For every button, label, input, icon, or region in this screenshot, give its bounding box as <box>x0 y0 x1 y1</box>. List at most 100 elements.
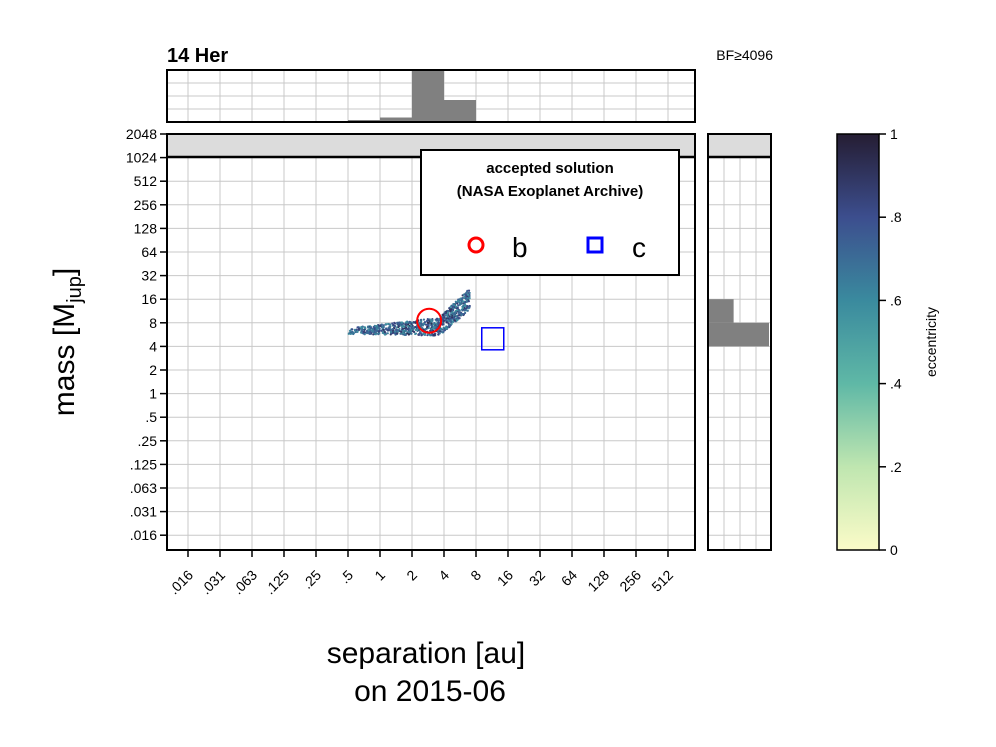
x-tick-label: 16 <box>494 567 516 589</box>
posterior-point <box>456 302 459 305</box>
posterior-point <box>421 324 424 327</box>
y-tick-label: .25 <box>138 433 158 449</box>
colorbar-tick-label: .8 <box>890 209 902 225</box>
posterior-point <box>400 330 403 333</box>
posterior-point <box>380 323 383 326</box>
posterior-point <box>468 306 471 309</box>
posterior-point <box>414 321 417 324</box>
posterior-point <box>416 328 419 331</box>
x-tick-label: 128 <box>584 567 612 595</box>
posterior-point <box>407 325 410 328</box>
separation-histogram <box>166 69 696 123</box>
posterior-point <box>422 332 426 335</box>
y-tick-label: 1024 <box>126 150 157 166</box>
posterior-point <box>426 317 429 321</box>
y-axis-label: mass [Mjup] <box>48 268 86 416</box>
posterior-point <box>441 323 444 326</box>
x-tick-label: .063 <box>230 567 261 598</box>
posterior-point <box>449 309 452 312</box>
chart-title: 14 Her <box>167 45 228 67</box>
legend-marker-c <box>586 236 604 254</box>
posterior-point <box>442 316 445 319</box>
colorbar-tick-label: .4 <box>890 376 902 392</box>
posterior-point <box>396 322 400 325</box>
posterior-point <box>451 320 454 323</box>
posterior-point <box>454 305 458 308</box>
posterior-point <box>449 318 452 322</box>
posterior-point <box>462 304 465 307</box>
y-tick-label: 8 <box>149 315 157 331</box>
posterior-point <box>380 329 383 332</box>
posterior-point <box>374 324 377 328</box>
posterior-point <box>364 327 367 330</box>
posterior-point <box>429 334 432 337</box>
posterior-point <box>432 334 436 337</box>
posterior-point <box>464 304 467 308</box>
posterior-point <box>383 333 387 336</box>
posterior-point <box>387 322 390 326</box>
posterior-point <box>422 322 425 325</box>
posterior-point <box>383 330 386 333</box>
posterior-point <box>462 300 465 303</box>
posterior-point <box>429 318 432 321</box>
posterior-point <box>437 333 440 336</box>
posterior-point <box>351 328 354 331</box>
posterior-point <box>457 311 460 314</box>
y-tick-label: 512 <box>134 173 158 189</box>
y-tick-label: 128 <box>134 220 158 236</box>
posterior-point <box>375 327 378 330</box>
posterior-point <box>404 323 407 326</box>
posterior-point <box>372 325 375 329</box>
posterior-point <box>446 311 450 315</box>
posterior-point <box>403 325 406 328</box>
posterior-point <box>447 325 450 329</box>
posterior-point <box>360 325 363 329</box>
posterior-point <box>404 328 408 331</box>
posterior-point <box>445 321 448 324</box>
separation-hist-bar <box>348 120 380 121</box>
posterior-point <box>368 332 371 335</box>
posterior-point <box>372 333 375 336</box>
posterior-point <box>410 332 413 335</box>
y-tick-label: .063 <box>130 480 157 496</box>
posterior-point <box>430 322 433 325</box>
posterior-point <box>422 318 426 321</box>
posterior-point <box>402 329 405 332</box>
posterior-point <box>393 321 396 324</box>
posterior-point <box>430 324 434 328</box>
posterior-point <box>461 312 464 316</box>
posterior-point <box>423 320 427 324</box>
separation-hist-bar <box>412 71 444 121</box>
posterior-point <box>425 327 428 330</box>
posterior-point <box>355 328 358 331</box>
x-axis-label-line1: separation [au] <box>327 637 525 670</box>
posterior-point <box>465 292 468 295</box>
legend-title-line2: (NASA Exoplanet Archive) <box>457 183 643 200</box>
posterior-point <box>433 321 436 325</box>
posterior-point <box>400 321 404 324</box>
x-tick-label: 4 <box>435 567 452 584</box>
posterior-point <box>456 318 459 321</box>
posterior-point <box>453 304 456 307</box>
posterior-point <box>407 333 411 336</box>
posterior-point <box>385 328 388 331</box>
colorbar-tick-label: 1 <box>890 126 898 142</box>
y-tick-label: 1 <box>149 386 157 402</box>
posterior-point <box>356 330 359 333</box>
posterior-point <box>461 306 464 310</box>
posterior-point <box>420 318 423 321</box>
posterior-point <box>418 323 421 327</box>
posterior-point <box>435 322 438 325</box>
legend-label-c: c <box>632 232 646 263</box>
posterior-point <box>389 323 392 326</box>
colorbar-tick-label: .6 <box>890 292 902 308</box>
posterior-point <box>468 291 471 295</box>
posterior-point <box>398 327 401 331</box>
y-tick-label: 16 <box>141 291 157 307</box>
posterior-point <box>427 326 430 330</box>
posterior-point <box>367 326 370 329</box>
posterior-point <box>371 328 375 332</box>
legend-title-line1: accepted solution <box>486 160 614 177</box>
x-axis-label-line2: on 2015-06 <box>354 675 506 708</box>
